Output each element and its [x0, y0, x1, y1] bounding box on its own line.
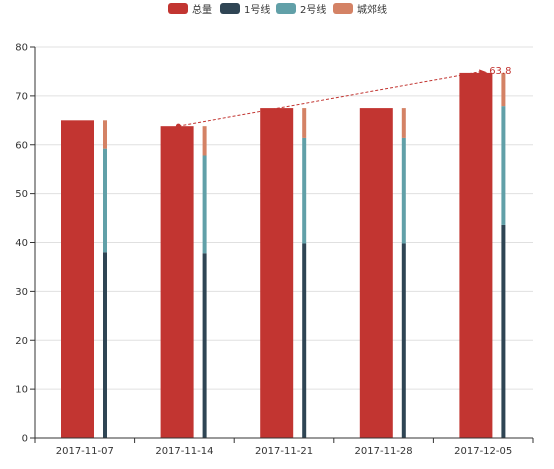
legend-swatch-2[interactable]: [276, 3, 296, 14]
bar-segment-3-0[interactable]: [103, 120, 107, 149]
bar-total-3[interactable]: [359, 108, 393, 438]
legend: 总量 1号线 2号线 城郊线: [168, 3, 387, 16]
bar-total-0[interactable]: [61, 120, 94, 438]
y-tick-label-2: 20: [15, 336, 28, 347]
legend-swatch-3[interactable]: [333, 3, 353, 14]
y-tick-label-5: 50: [15, 189, 28, 200]
annotation-arrow: [479, 69, 488, 75]
bar-total-4[interactable]: [459, 72, 493, 438]
y-tick-label-7: 70: [15, 91, 28, 102]
annotation-line: [178, 71, 480, 127]
y-tick-label-6: 60: [15, 140, 28, 151]
legend-swatch-1[interactable]: [220, 3, 240, 14]
bar-segment-2-3[interactable]: [401, 137, 406, 244]
bar-segment-3-2[interactable]: [302, 108, 307, 138]
y-tick-label-3: 30: [15, 287, 28, 298]
bar-segment-3-3[interactable]: [401, 108, 406, 138]
annotation: 63.8: [175, 66, 511, 129]
bar-segment-1-1[interactable]: [202, 253, 207, 438]
axes: 0 10 20 30 40 50 60 70 80 2017-11-07 2017-11-14 201…: [15, 43, 534, 457]
annotation-start-point: [175, 123, 181, 129]
y-tick-label-1: 10: [15, 385, 28, 396]
legend-label-2[interactable]: 2号线: [300, 3, 326, 16]
x-tick-label-1: 2017-11-14: [155, 446, 213, 457]
legend-label-0[interactable]: 总量: [192, 3, 212, 16]
bar-segment-1-3[interactable]: [401, 243, 406, 438]
x-tick-label-3: 2017-11-28: [355, 446, 413, 457]
bar-segment-2-1[interactable]: [202, 155, 207, 254]
bar-total-2[interactable]: [260, 108, 294, 438]
bar-total-1[interactable]: [160, 126, 194, 439]
x-tick-label-4: 2017-12-05: [454, 446, 512, 457]
bars: [61, 72, 506, 439]
annotation-label: 63.8: [489, 66, 511, 77]
bar-segment-3-4[interactable]: [501, 72, 506, 107]
legend-label-3[interactable]: 城郊线: [357, 3, 387, 16]
y-tick-label-0: 0: [22, 434, 28, 445]
x-tick-label-0: 2017-11-07: [56, 446, 114, 457]
x-tick-label-2: 2017-11-21: [255, 446, 313, 457]
y-tick-label-8: 80: [15, 43, 28, 54]
bar-segment-2-2[interactable]: [302, 137, 307, 244]
bar-segment-3-1[interactable]: [202, 126, 207, 156]
bar-segment-1-4[interactable]: [501, 224, 506, 438]
bar-segment-1-0[interactable]: [103, 252, 107, 438]
legend-swatch-0[interactable]: [168, 3, 188, 14]
y-tick-label-4: 40: [15, 238, 28, 249]
bar-segment-2-0[interactable]: [103, 148, 107, 253]
bar-segment-2-4[interactable]: [501, 106, 506, 225]
legend-label-1[interactable]: 1号线: [244, 3, 270, 16]
bar-segment-1-2[interactable]: [302, 243, 307, 438]
